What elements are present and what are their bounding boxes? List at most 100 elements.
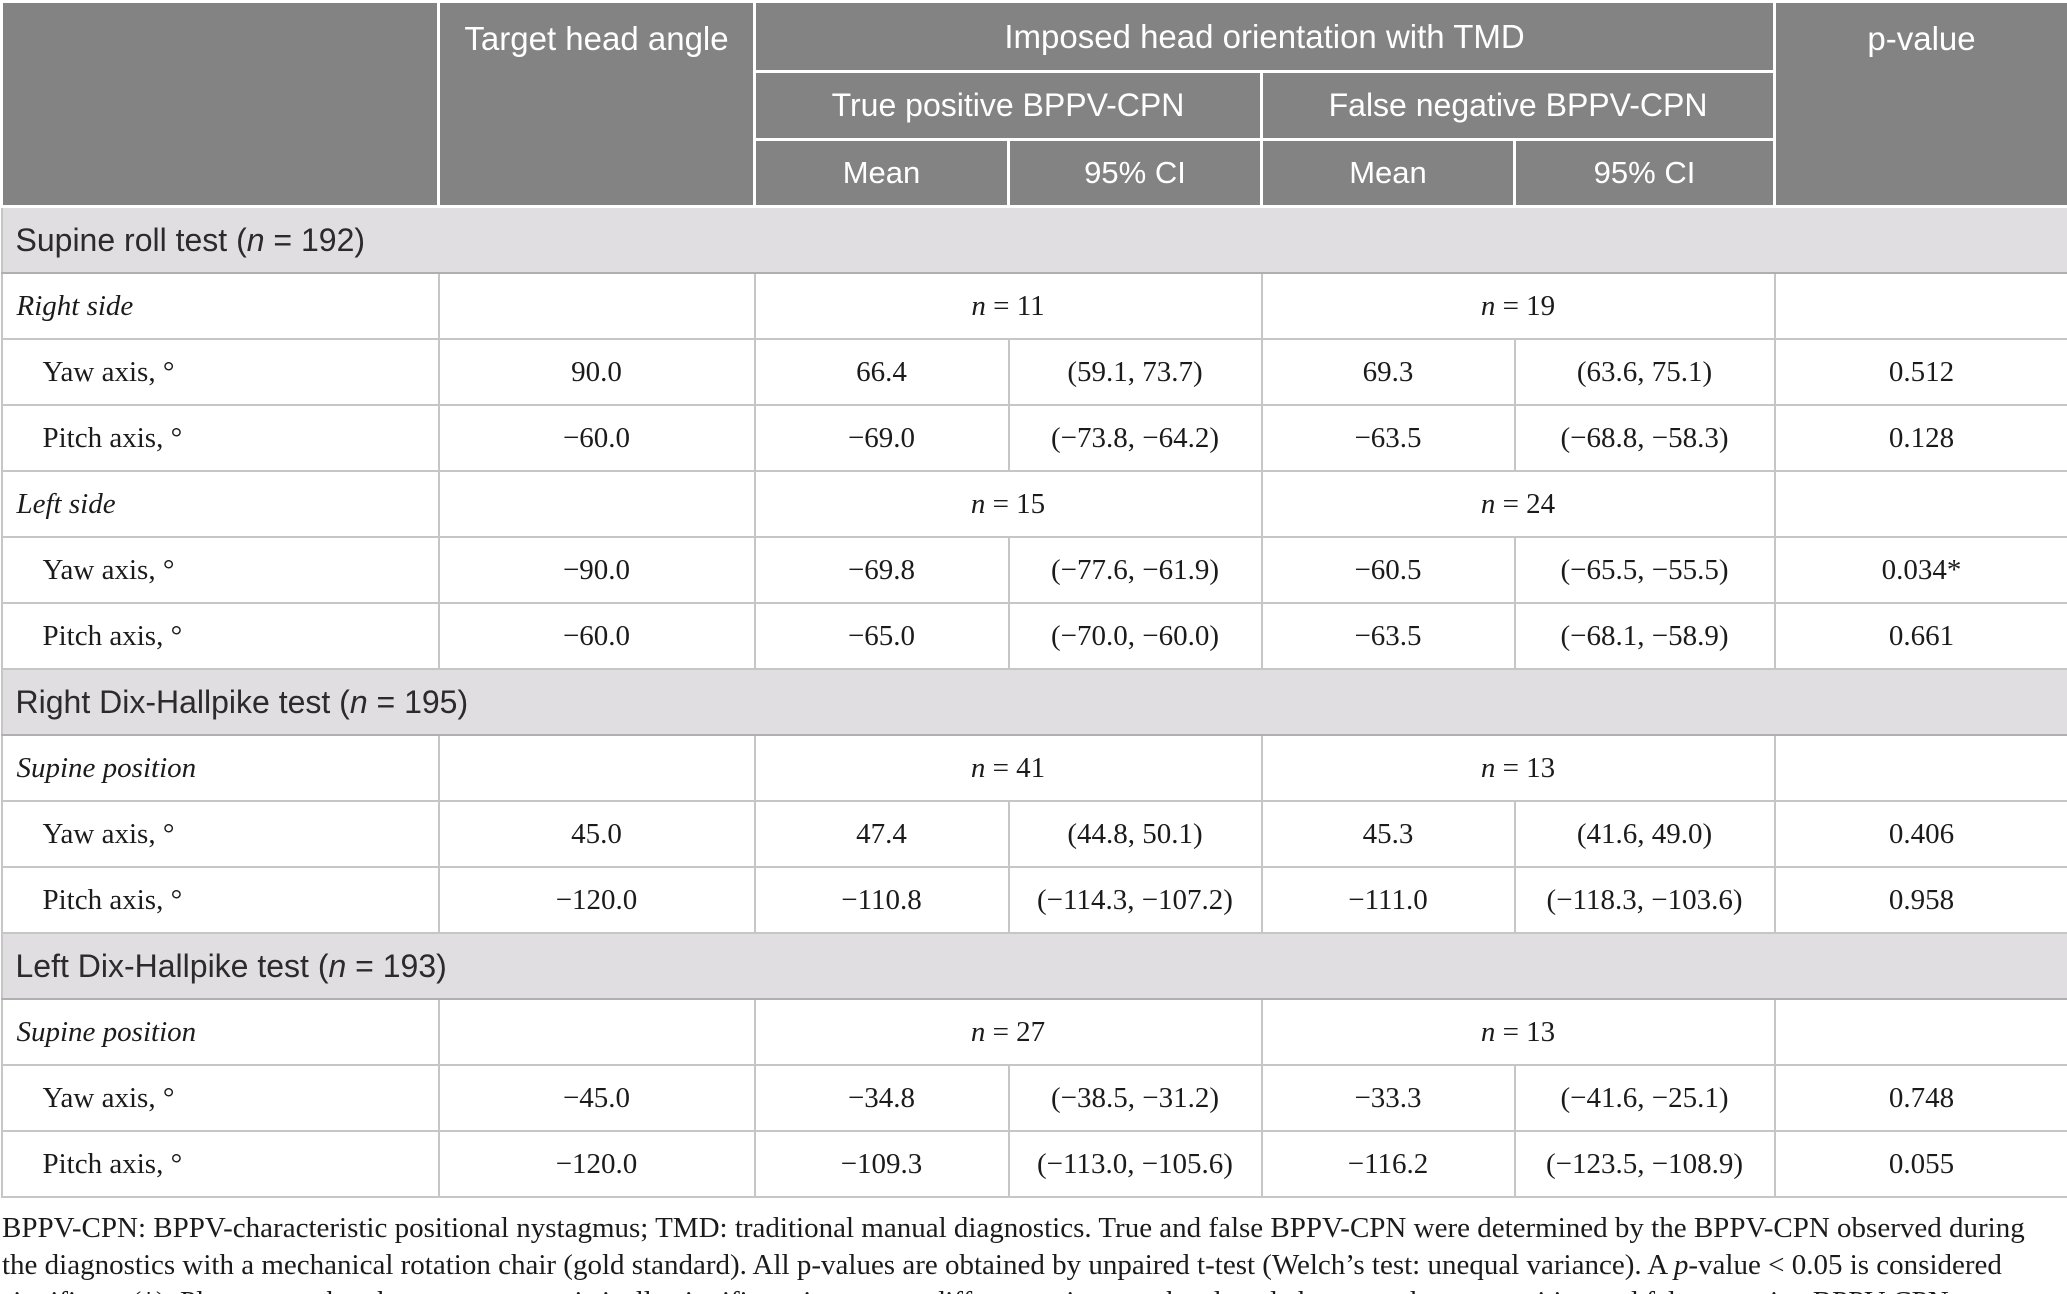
cell-p-value: 0.128 [1773,404,2067,472]
section-title-text: Supine roll test ( [15,221,247,258]
footnote-text: -value < 0.05 is considered significant … [2,1249,2035,1294]
cell-p-value: 0.406 [1773,800,2067,868]
data-row-pitch: Pitch axis, ° −60.0 −69.0 (−73.8, −64.2)… [0,404,2067,472]
cell-empty [1773,734,2067,802]
col-header-ci-fn: 95% CI [1512,138,1777,208]
data-row-yaw: Yaw axis, ° 45.0 47.4 (44.8, 50.1) 45.3 … [0,800,2067,868]
cell-tp-ci: (−77.6, −61.9) [1007,536,1263,604]
cell-target-angle: −45.0 [437,1064,756,1132]
data-row-pitch: Pitch axis, ° −120.0 −110.8 (−114.3, −10… [0,866,2067,934]
cell-fn-ci: (−68.8, −58.3) [1513,404,1776,472]
section-title-count: = 195) [367,683,469,720]
cell-fn-mean: 45.3 [1260,800,1516,868]
section-header-row: Left Dix-Hallpike test (n = 193) [0,932,2067,1000]
results-table: Target head angle Imposed head orientati… [0,0,2067,1198]
group-label: Right side [0,272,440,340]
col-header-p-value: p-value [1773,0,2067,208]
cell-p-value: 0.748 [1773,1064,2067,1132]
cell-tp-ci: (−70.0, −60.0) [1007,602,1263,670]
group-n-false-negative: n = 13 [1260,734,1776,802]
col-header-true-positive: True positive BPPV-CPN [753,70,1263,141]
section-title-text: Right Dix-Hallpike test ( [15,683,350,720]
cell-tp-mean: −109.3 [753,1130,1010,1198]
cell-p-value: 0.512 [1773,338,2067,406]
cell-tp-ci: (44.8, 50.1) [1007,800,1263,868]
n-symbol: n [970,751,986,784]
row-label: Pitch axis, ° [0,404,440,472]
n-count: = 13 [1495,1015,1556,1048]
col-header-imposed-tmd: Imposed head orientation with TMD [752,0,1777,73]
data-row-yaw: Yaw axis, ° 90.0 66.4 (59.1, 73.7) 69.3 … [0,338,2067,406]
n-count: = 11 [985,289,1045,322]
row-label: Pitch axis, ° [0,602,440,670]
n-count: = 24 [1495,487,1556,520]
col-header-mean-tp: Mean [753,138,1010,208]
n-symbol: n [1480,487,1496,520]
group-n-true-positive: n = 15 [753,470,1263,538]
cell-fn-mean: −63.5 [1260,404,1516,472]
cell-target-angle: −60.0 [437,404,756,472]
group-label: Supine position [0,998,440,1066]
cell-fn-mean: −111.0 [1260,866,1516,934]
cell-empty [437,998,756,1066]
n-count: = 19 [1495,289,1556,322]
section-title-left-dix-hallpike: Left Dix-Hallpike test (n = 193) [0,932,2067,1000]
cell-p-value: 0.055 [1773,1130,2067,1198]
section-title-right-dix-hallpike: Right Dix-Hallpike test (n = 195) [0,668,2067,736]
cell-fn-ci: (41.6, 49.0) [1513,800,1776,868]
cell-fn-ci: (−41.6, −25.1) [1513,1064,1776,1132]
n-symbol: n [1480,1015,1496,1048]
header-row-2: True positive BPPV-CPN False negative BP… [2,70,2067,141]
group-label: Left side [0,470,440,538]
cell-tp-ci: (−38.5, −31.2) [1007,1064,1263,1132]
cell-tp-mean: −69.8 [753,536,1010,604]
cell-fn-mean: −33.3 [1260,1064,1516,1132]
cell-target-angle: 90.0 [437,338,756,406]
cell-empty [437,272,756,340]
data-row-yaw: Yaw axis, ° −45.0 −34.8 (−38.5, −31.2) −… [0,1064,2067,1132]
table-footnote: BPPV-CPN: BPPV-characteristic positional… [2,1210,2065,1294]
group-n-false-negative: n = 24 [1260,470,1776,538]
n-count: = 15 [985,487,1046,520]
cell-empty [1773,272,2067,340]
cell-fn-mean: −116.2 [1260,1130,1516,1198]
cell-tp-mean: 66.4 [753,338,1010,406]
cell-tp-ci: (−73.8, −64.2) [1007,404,1263,472]
cell-target-angle: −120.0 [437,866,756,934]
group-n-true-positive: n = 27 [753,998,1263,1066]
group-label-text: Left side [16,487,116,520]
group-row-left-side: Left side n = 15 n = 24 [0,470,2067,538]
group-label: Supine position [0,734,440,802]
cell-p-value: 0.034* [1773,536,2067,604]
cell-tp-mean: −65.0 [753,602,1010,670]
section-title-n: n [328,947,347,984]
group-n-false-negative: n = 19 [1260,272,1776,340]
col-header-false-negative: False negative BPPV-CPN [1259,70,1777,141]
cell-fn-ci: (−118.3, −103.6) [1513,866,1776,934]
cell-tp-mean: −69.0 [753,404,1010,472]
col-header-target-head-angle: Target head angle [437,0,756,208]
cell-fn-ci: (63.6, 75.1) [1513,338,1776,406]
n-symbol: n [971,289,986,322]
cell-tp-mean: −34.8 [753,1064,1010,1132]
cell-tp-ci: (59.1, 73.7) [1007,338,1263,406]
cell-tp-mean: −110.8 [753,866,1010,934]
n-count: = 27 [985,1015,1046,1048]
group-row-right-side: Right side n = 11 n = 19 [0,272,2067,340]
section-title-count: = 192) [264,221,366,258]
n-count: = 13 [1495,751,1556,784]
group-n-true-positive: n = 41 [753,734,1263,802]
cell-fn-ci: (−65.5, −55.5) [1513,536,1776,604]
section-title-n: n [349,683,368,720]
section-header-row: Supine roll test (n = 192) [0,205,2067,274]
row-label: Yaw axis, ° [0,536,440,604]
header-row-3: Mean 95% CI Mean 95% CI [2,138,2067,208]
group-label-text: Right side [16,289,134,322]
section-title-text: Left Dix-Hallpike test ( [15,947,329,984]
row-label: Pitch axis, ° [0,1130,440,1198]
group-label-text: Supine position [16,751,197,784]
cell-empty [1773,998,2067,1066]
cell-tp-ci: (−113.0, −105.6) [1007,1130,1263,1198]
group-n-true-positive: n = 11 [753,272,1263,340]
cell-fn-mean: −63.5 [1260,602,1516,670]
